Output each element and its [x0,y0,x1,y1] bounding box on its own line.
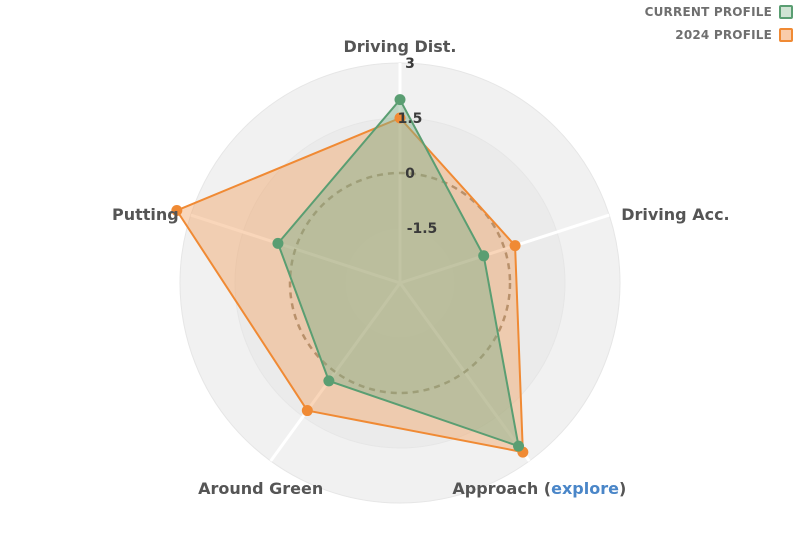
zero-reference-ring [288,171,512,395]
axis-label-text: Around Green [198,479,323,498]
legend-item-current[interactable]: CURRENT PROFILE [645,5,793,19]
axis-label-text: Putting [112,205,179,224]
series-1-point-1[interactable] [509,240,521,252]
tick-label: -1.5 [407,221,438,237]
axis-label-3: Around Green [198,479,323,498]
series-area-1 [175,117,524,454]
axis-label-text: Driving Dist. [344,37,457,56]
legend-label-current: CURRENT PROFILE [644,5,772,19]
series-0-point-1[interactable] [478,250,490,262]
axis-label-suffix: ) [619,479,626,498]
tick-label: 3 [405,56,415,72]
radial-tick-labels: 3 1.5 0 -1.5 [398,56,438,237]
explore-link[interactable]: explore [551,479,619,498]
series-0-point-0[interactable] [394,94,406,106]
legend-swatch-2024 [779,28,793,42]
spoke-1 [399,213,610,285]
spoke-3 [269,282,402,462]
series-area-0 [276,98,520,448]
series-1-point-4[interactable] [171,204,183,216]
legend: CURRENT PROFILE 2024 PROFILE [645,5,793,42]
legend-item-2024[interactable]: 2024 PROFILE [675,28,793,42]
series-0-point-3[interactable] [323,375,335,387]
tick-label: 1.5 [398,111,423,127]
series-1-point-3[interactable] [301,405,313,417]
axis-label-4: Putting [112,205,179,224]
series-1-point-0[interactable] [394,112,406,124]
axis-label-text: Driving Acc. [621,205,729,224]
series-0-point-2[interactable] [513,440,525,452]
axis-label-2: Approach (explore) [452,479,626,498]
tick-label: 0 [405,166,415,182]
axis-label-text: Approach ( [452,479,551,498]
axis-label-1: Driving Acc. [621,205,729,224]
radar-series [171,94,529,458]
series-0-point-4[interactable] [272,237,284,249]
legend-label-2024: 2024 PROFILE [675,28,772,42]
zero-line [288,171,512,395]
axis-labels: Driving Dist. Driving Acc. Approach (explo… [112,37,730,498]
axis-label-0: Driving Dist. [344,37,457,56]
legend-swatch-current [779,5,793,19]
